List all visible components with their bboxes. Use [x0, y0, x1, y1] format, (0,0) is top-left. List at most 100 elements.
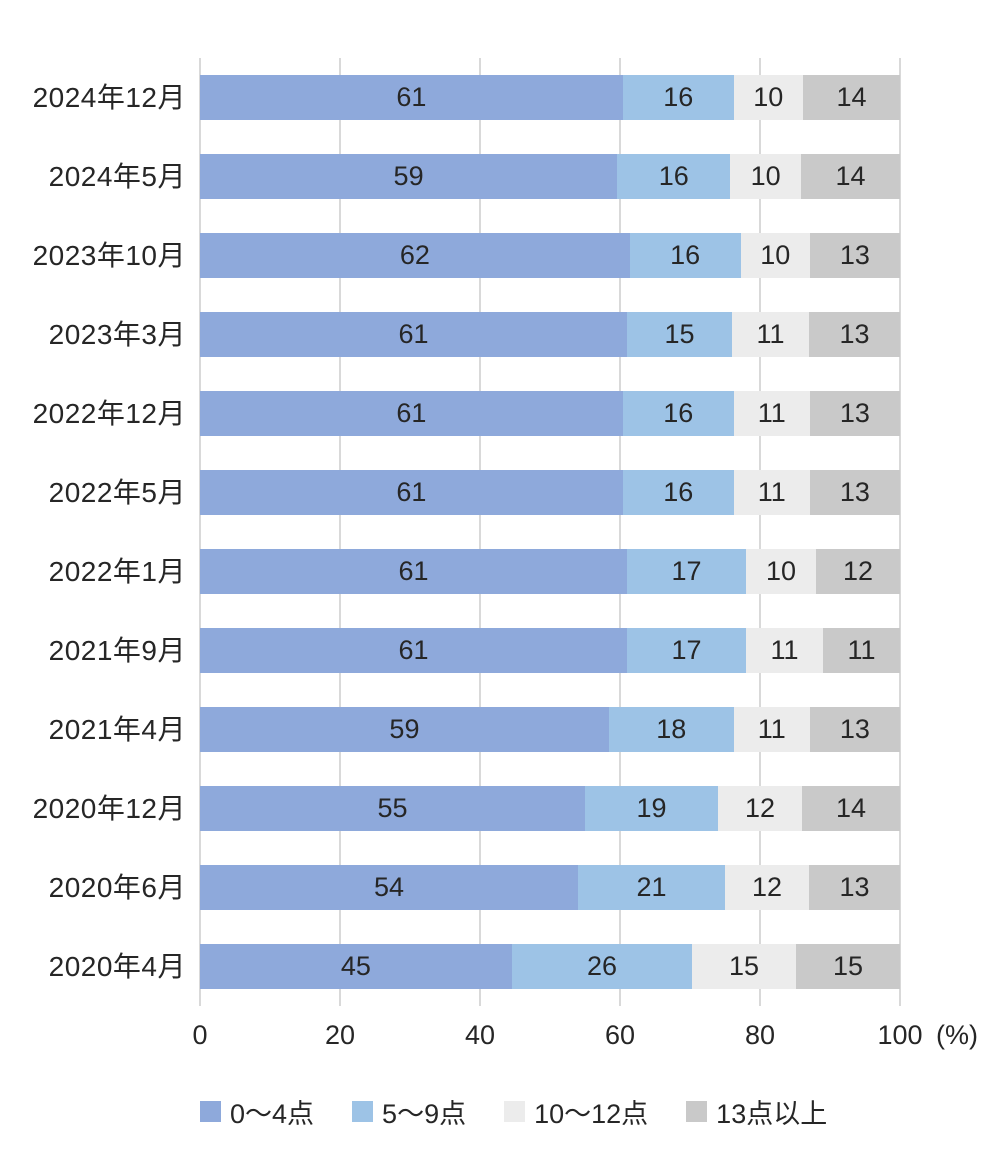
segment-value-label: 16: [670, 240, 701, 270]
bar-segment: 16: [629, 233, 741, 278]
bar-segment: 10: [740, 233, 810, 278]
bar-segment: 61: [200, 549, 627, 594]
segment-value-label: 14: [835, 161, 866, 191]
legend-label: 13点以上: [716, 1099, 828, 1129]
bar-segment: 16: [622, 391, 734, 436]
category-label: 2021年4月: [48, 713, 186, 745]
bar-segment: 61: [200, 75, 623, 120]
bar-segment: 19: [585, 786, 718, 831]
bar-row: 2024年12月 61 16 10 14: [0, 58, 1000, 137]
category-label: 2024年12月: [32, 81, 186, 113]
segment-value-label: 11: [756, 319, 785, 349]
segment-value-label: 55: [377, 793, 408, 823]
bar-segment: 16: [617, 154, 731, 199]
bar-segment: 10: [730, 154, 801, 199]
gridline-60: [619, 58, 621, 1006]
gridline-40: [479, 58, 481, 1006]
bar-segment: 61: [200, 628, 627, 673]
bar-segment: 14: [802, 75, 900, 120]
segment-value-label: 10: [750, 161, 781, 191]
segment-value-label: 11: [757, 477, 786, 507]
legend-label: 5〜9点: [382, 1099, 467, 1129]
plot-area: 2024年12月 61 16 10 14 2024年5月 59 16 10 14 2023年10月 6…: [0, 58, 1000, 1006]
segment-value-label: 13: [839, 872, 870, 902]
category-label: 2020年4月: [48, 950, 186, 982]
bar-segment: 11: [732, 312, 809, 357]
x-tick-label: 0: [192, 1020, 208, 1050]
bar-segment: 14: [802, 786, 900, 831]
bar-row: 2021年9月 61 17 11 11: [0, 611, 1000, 690]
legend-item: 10〜12点: [504, 1092, 648, 1131]
segment-value-label: 16: [658, 161, 689, 191]
stacked-bar: 61 17 11 11: [200, 628, 900, 673]
stacked-bar: 59 16 10 14: [200, 154, 900, 199]
bar-row: 2020年6月 54 21 12 13: [0, 848, 1000, 927]
bar-row: 2020年12月 55 19 12 14: [0, 769, 1000, 848]
segment-value-label: 10: [753, 82, 784, 112]
bar-row: 2022年1月 61 17 10 12: [0, 532, 1000, 611]
bar-segment: 61: [200, 391, 623, 436]
stacked-bar: 54 21 12 13: [200, 865, 900, 910]
legend-item: 0〜4点: [200, 1092, 314, 1131]
legend-swatch: [200, 1101, 221, 1122]
segment-value-label: 14: [835, 793, 867, 823]
bar-segment: 13: [809, 233, 900, 278]
bar-segment: 12: [725, 865, 809, 910]
segment-value-label: 19: [636, 793, 667, 823]
gridlines: [199, 58, 901, 1006]
segment-value-label: 13: [839, 398, 870, 428]
segment-value-label: 17: [671, 556, 702, 586]
bar-segment: 55: [200, 786, 585, 831]
bar-segment: 15: [627, 312, 732, 357]
stacked-bar: 61 17 10 12: [200, 549, 900, 594]
category-label: 2022年1月: [48, 555, 186, 587]
bar-segment: 59: [200, 154, 618, 199]
category-label: 2022年5月: [48, 476, 186, 508]
stacked-bar: 45 26 15 15: [200, 944, 900, 989]
category-label: 2020年12月: [32, 792, 186, 824]
segment-value-label: 11: [757, 714, 786, 744]
x-tick-label: 60: [604, 1020, 636, 1050]
x-tick-label: 80: [744, 1020, 776, 1050]
x-tick-label: 40: [464, 1020, 496, 1050]
segment-value-label: 13: [839, 319, 870, 349]
segment-value-label: 14: [836, 82, 867, 112]
segment-value-label: 10: [765, 556, 797, 586]
gridline-100: [899, 58, 901, 1006]
bar-segment: 17: [627, 628, 746, 673]
bar-segment: 45: [200, 944, 512, 989]
bar-row: 2021年4月 59 18 11 13: [0, 690, 1000, 769]
segment-value-label: 61: [396, 82, 427, 112]
segment-value-label: 15: [832, 951, 864, 981]
stacked-bar: 61 15 11 13: [200, 312, 900, 357]
segment-value-label: 61: [398, 635, 429, 665]
bar-segment: 14: [800, 154, 900, 199]
bar-segment: 15: [796, 944, 900, 989]
segment-value-label: 62: [399, 240, 430, 270]
bar-rows: 2024年12月 61 16 10 14 2024年5月 59 16 10 14 2023年10月 6…: [0, 58, 1000, 1006]
bar-segment: 13: [809, 391, 900, 436]
bar-segment: 13: [809, 470, 900, 515]
x-axis-unit-label: (%): [936, 1020, 978, 1050]
segment-value-label: 11: [757, 398, 786, 428]
bar-segment: 59: [200, 707, 609, 752]
bar-segment: 21: [578, 865, 725, 910]
segment-value-label: 13: [839, 714, 870, 744]
category-label: 2021年9月: [48, 634, 186, 666]
bar-segment: 54: [200, 865, 578, 910]
bar-segment: 11: [746, 628, 823, 673]
bar-segment: 62: [200, 233, 630, 278]
category-label: 2024年5月: [48, 160, 186, 192]
segment-value-label: 12: [744, 793, 776, 823]
category-label: 2020年6月: [48, 871, 186, 903]
segment-value-label: 45: [340, 951, 371, 981]
stacked-bar: 61 16 11 13: [200, 470, 900, 515]
legend-label: 0〜4点: [230, 1099, 315, 1129]
bar-segment: 26: [511, 944, 693, 989]
segment-value-label: 21: [636, 872, 667, 902]
bar-segment: 11: [733, 707, 810, 752]
bar-segment: 10: [746, 549, 816, 594]
segment-value-label: 26: [586, 951, 617, 981]
segment-value-label: 11: [770, 635, 799, 665]
gridline-80: [759, 58, 761, 1006]
